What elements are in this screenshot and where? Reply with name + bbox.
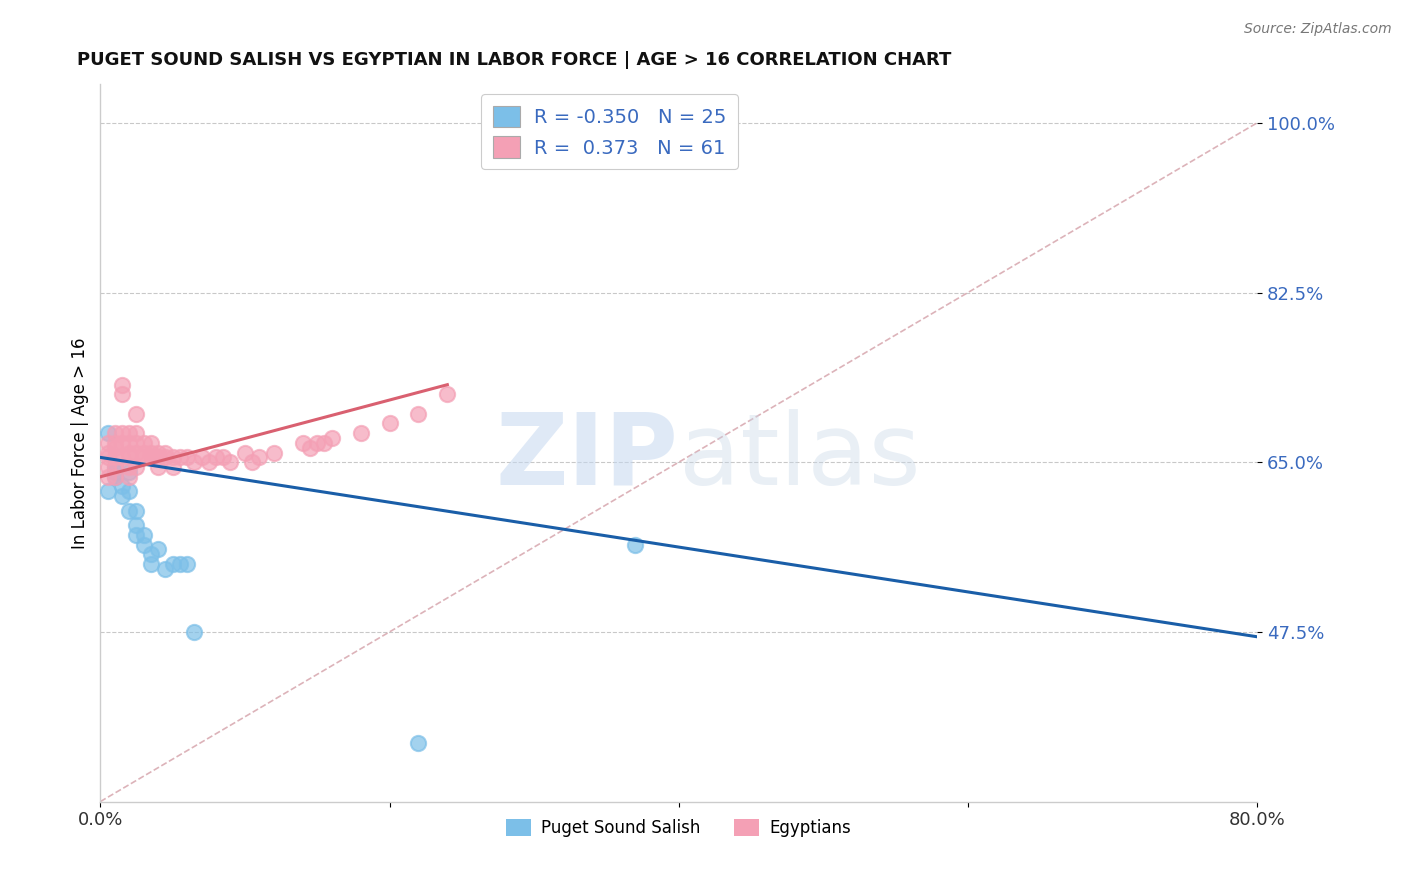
- Point: [155, 450, 177, 465]
- Point: [97, 460, 120, 475]
- Point: [307, 435, 329, 450]
- Point: [118, 460, 141, 475]
- Point: [125, 407, 148, 421]
- Point: [104, 441, 127, 455]
- Point: [378, 417, 401, 431]
- Point: [139, 450, 162, 465]
- Point: [408, 736, 430, 750]
- Point: [263, 445, 285, 459]
- Point: [624, 538, 647, 552]
- Point: [233, 445, 256, 459]
- Point: [148, 450, 170, 465]
- Point: [240, 455, 263, 469]
- Point: [139, 445, 162, 459]
- Point: [148, 542, 170, 557]
- Point: [139, 557, 162, 571]
- Point: [125, 426, 148, 441]
- Point: [132, 435, 155, 450]
- Point: [197, 455, 219, 469]
- Y-axis label: In Labor Force | Age > 16: In Labor Force | Age > 16: [72, 337, 89, 549]
- Point: [118, 426, 141, 441]
- Point: [125, 435, 148, 450]
- Text: atlas: atlas: [679, 409, 921, 506]
- Point: [104, 470, 127, 484]
- Point: [97, 426, 120, 441]
- Point: [104, 465, 127, 479]
- Point: [132, 528, 155, 542]
- Point: [104, 450, 127, 465]
- Point: [176, 557, 198, 571]
- Point: [118, 470, 141, 484]
- Point: [104, 460, 127, 475]
- Point: [408, 407, 430, 421]
- Point: [162, 450, 184, 465]
- Point: [183, 624, 205, 639]
- Point: [118, 435, 141, 450]
- Point: [111, 435, 134, 450]
- Point: [176, 450, 198, 465]
- Point: [125, 504, 148, 518]
- Point: [125, 445, 148, 459]
- Point: [97, 450, 120, 465]
- Point: [132, 450, 155, 465]
- Point: [118, 504, 141, 518]
- Point: [104, 435, 127, 450]
- Point: [118, 445, 141, 459]
- Point: [111, 489, 134, 503]
- Point: [436, 387, 458, 401]
- Point: [111, 387, 134, 401]
- Text: ZIP: ZIP: [496, 409, 679, 506]
- Point: [148, 445, 170, 459]
- Point: [111, 426, 134, 441]
- Text: Source: ZipAtlas.com: Source: ZipAtlas.com: [1244, 22, 1392, 37]
- Point: [97, 435, 120, 450]
- Point: [125, 460, 148, 475]
- Point: [190, 450, 212, 465]
- Point: [125, 528, 148, 542]
- Point: [132, 538, 155, 552]
- Point: [111, 377, 134, 392]
- Point: [169, 557, 191, 571]
- Point: [125, 518, 148, 533]
- Point: [104, 470, 127, 484]
- Legend: Puget Sound Salish, Egyptians: Puget Sound Salish, Egyptians: [499, 812, 858, 844]
- Point: [104, 460, 127, 475]
- Point: [155, 445, 177, 459]
- Point: [162, 557, 184, 571]
- Point: [148, 460, 170, 475]
- Point: [139, 435, 162, 450]
- Point: [97, 484, 120, 499]
- Point: [111, 479, 134, 493]
- Point: [298, 441, 321, 455]
- Point: [155, 562, 177, 576]
- Point: [349, 426, 371, 441]
- Point: [205, 450, 228, 465]
- Point: [104, 426, 127, 441]
- Point: [118, 484, 141, 499]
- Point: [118, 465, 141, 479]
- Point: [111, 450, 134, 465]
- Point: [183, 455, 205, 469]
- Point: [162, 460, 184, 475]
- Point: [97, 470, 120, 484]
- Point: [169, 450, 191, 465]
- Point: [247, 450, 270, 465]
- Text: PUGET SOUND SALISH VS EGYPTIAN IN LABOR FORCE | AGE > 16 CORRELATION CHART: PUGET SOUND SALISH VS EGYPTIAN IN LABOR …: [77, 51, 952, 69]
- Point: [139, 547, 162, 561]
- Point: [118, 450, 141, 465]
- Point: [321, 431, 343, 445]
- Point: [97, 445, 120, 459]
- Point: [314, 435, 336, 450]
- Point: [219, 455, 242, 469]
- Point: [212, 450, 235, 465]
- Point: [132, 445, 155, 459]
- Point: [291, 435, 314, 450]
